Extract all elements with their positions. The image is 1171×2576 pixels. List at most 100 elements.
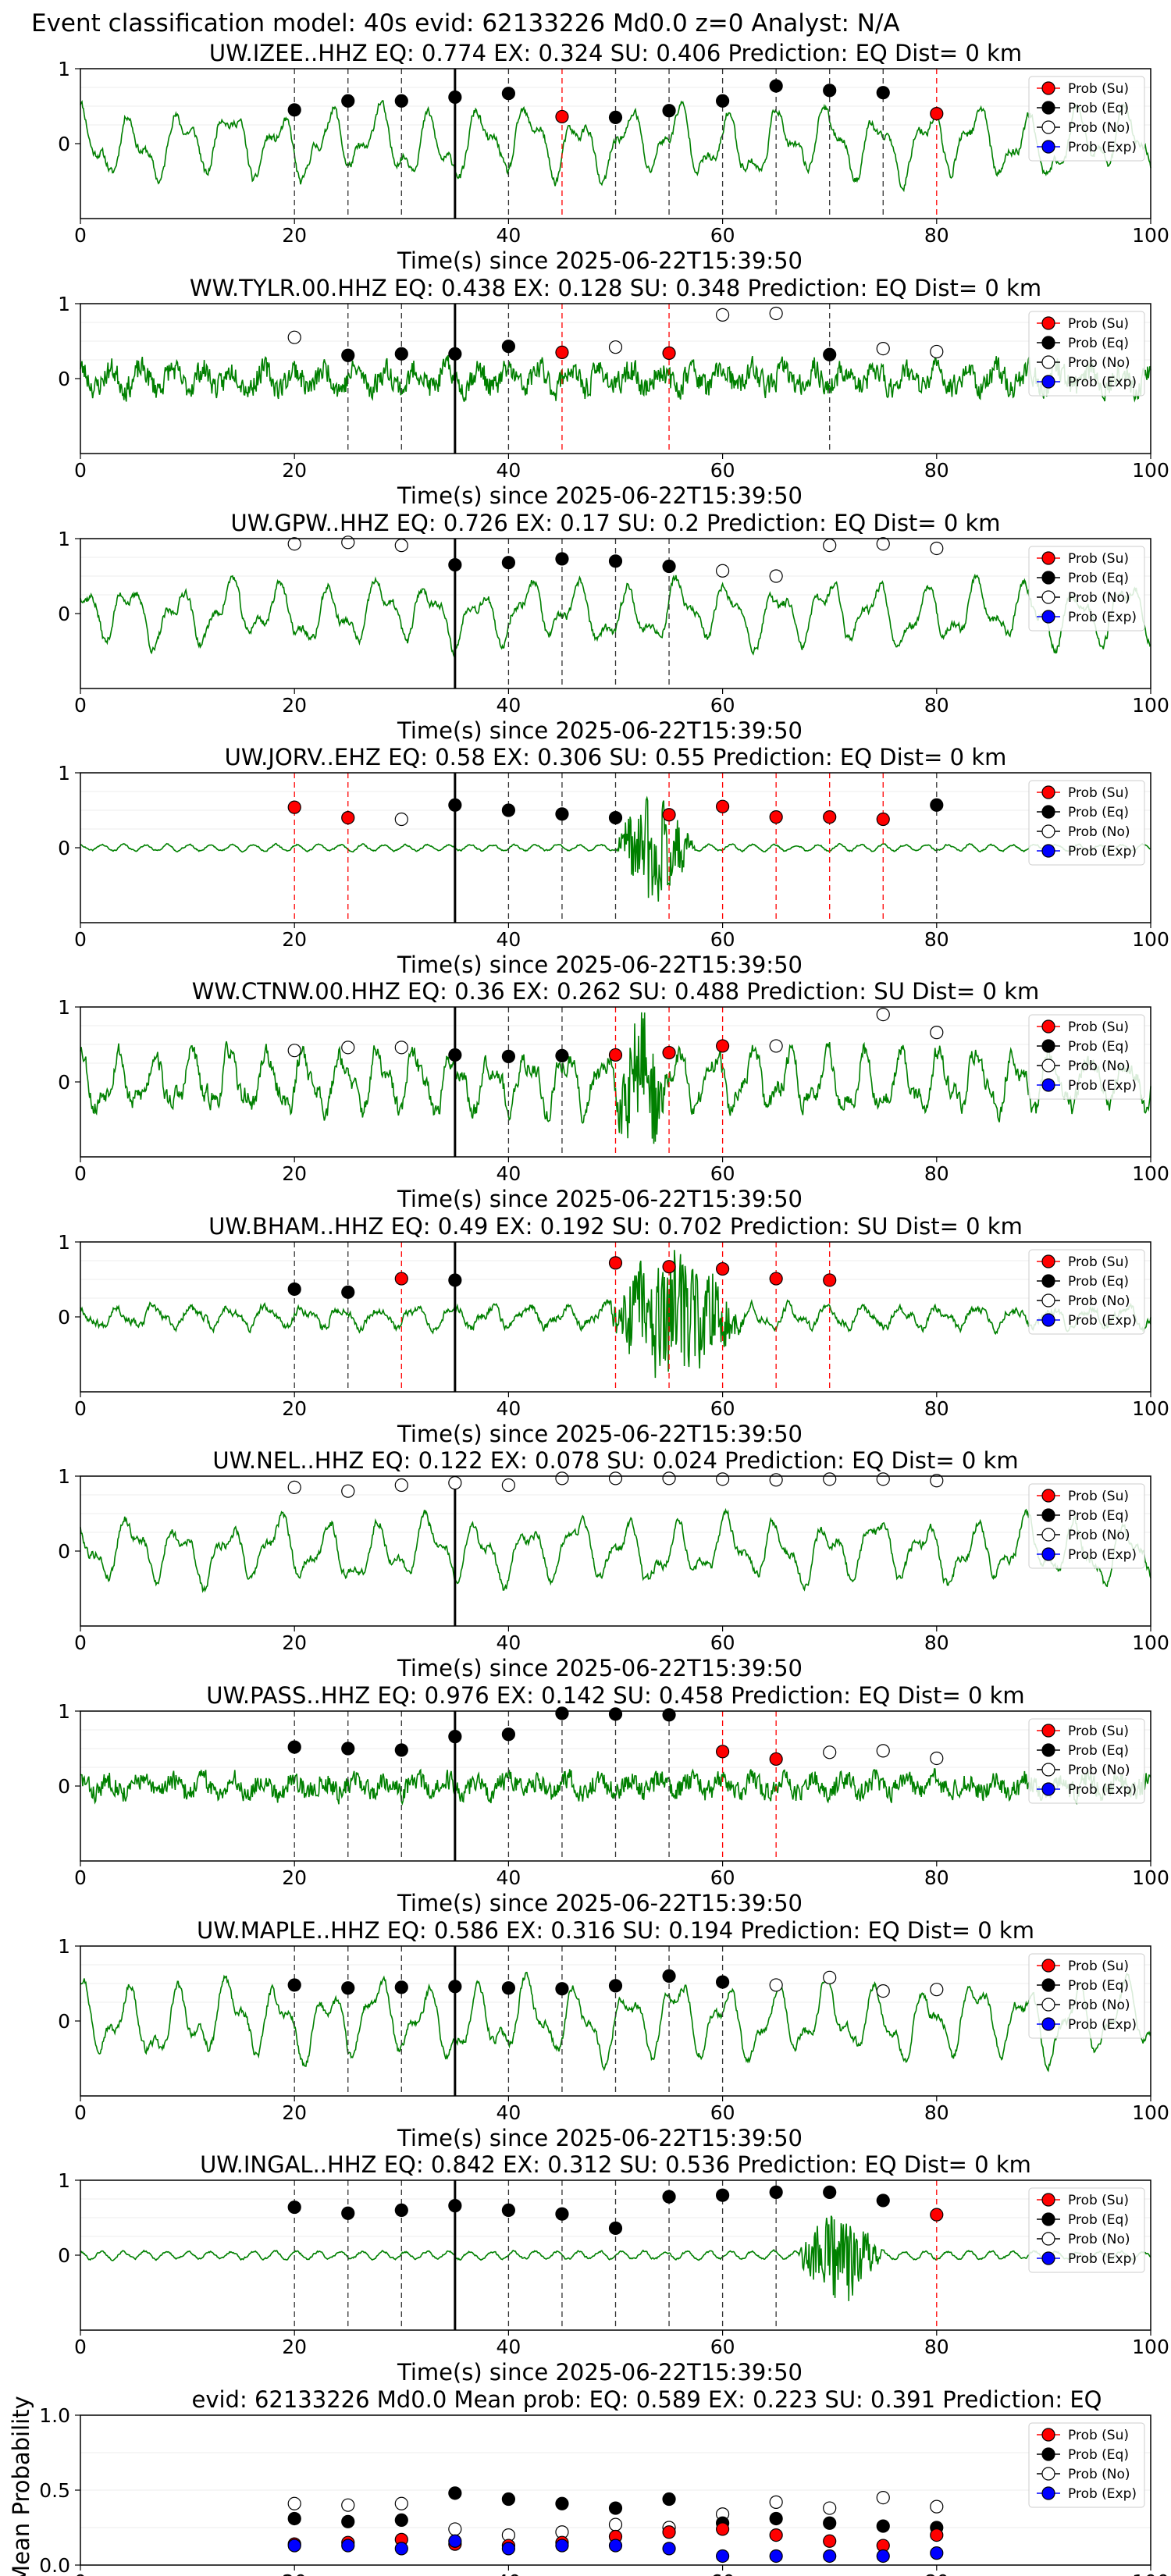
panel-5-legend-marker-exp xyxy=(1041,1078,1055,1092)
panel-mean-point-no-75 xyxy=(876,2491,890,2505)
panel-5-point-no-65 xyxy=(769,1039,783,1053)
panel-2-point-eq-70 xyxy=(823,347,837,361)
panel-9-legend-box xyxy=(1028,1953,1145,2039)
panel-mean-point-no-50 xyxy=(608,2517,623,2532)
panel-8-legend-marker-exp xyxy=(1041,1782,1055,1796)
panel-1-point-eq-65 xyxy=(769,79,783,93)
panel-7-legend-label-no: Prob (No) xyxy=(1068,1528,1130,1543)
panel-4-xtick-label: 40 xyxy=(496,928,521,951)
panel-2-xtick-label: 40 xyxy=(496,459,521,482)
panel-1-legend-label-no: Prob (No) xyxy=(1068,120,1130,136)
panel-mean-point-eq-30 xyxy=(394,2513,408,2527)
panel-1-point-eq-75 xyxy=(876,86,890,100)
panel-2-xtick-label: 80 xyxy=(924,459,949,482)
panel-7-point-no-55 xyxy=(662,1471,676,1485)
panel-2-legend-marker-eq xyxy=(1041,336,1055,350)
panel-8-point-eq-45 xyxy=(555,1706,569,1720)
panel-5-xtick-label: 40 xyxy=(496,1162,521,1185)
panel-4-legend-label-su: Prob (Su) xyxy=(1068,785,1129,801)
panel-3-point-no-30 xyxy=(394,539,408,553)
panel-mean-legend-marker-eq xyxy=(1041,2447,1055,2461)
panel-10-legend-box xyxy=(1028,2187,1145,2273)
panel-8-legend-marker-eq xyxy=(1041,1743,1055,1757)
panel-2-point-no-65 xyxy=(769,306,783,321)
panel-7-legend-marker-no xyxy=(1041,1528,1055,1542)
panel-2-point-eq-25 xyxy=(341,348,355,362)
panel-mean-legend-marker-su xyxy=(1041,2428,1055,2442)
panel-5-legend-marker-eq xyxy=(1041,1039,1055,1053)
panel-1-point-eq-35 xyxy=(448,90,462,105)
panel-5-legend-label-exp: Prob (Exp) xyxy=(1068,1078,1137,1094)
panel-6-point-su-30 xyxy=(394,1272,408,1286)
panel-mean-xtick-label: 100 xyxy=(1132,2571,1169,2576)
panel-8-xtick-label: 0 xyxy=(74,1866,87,1889)
panel-mean-point-exp-75 xyxy=(876,2549,890,2564)
panel-9-legend-marker-no xyxy=(1041,1998,1055,2012)
panel-5-point-no-25 xyxy=(341,1041,355,1055)
panel-9-xtick-label: 40 xyxy=(496,2101,521,2124)
panel-10-title: UW.INGAL..HHZ EQ: 0.842 EX: 0.312 SU: 0.… xyxy=(200,2151,1031,2178)
panel-mean-point-exp-60 xyxy=(715,2549,730,2564)
panel-7-point-no-30 xyxy=(394,1478,408,1493)
panel-3-xtick-label: 80 xyxy=(924,694,949,717)
panel-mean-legend-label-su: Prob (Su) xyxy=(1068,2428,1129,2443)
panel-7-point-no-70 xyxy=(823,1472,837,1486)
panel-9-point-eq-60 xyxy=(715,1975,730,1989)
panel-6-legend-marker-eq xyxy=(1041,1274,1055,1288)
panel-mean-point-exp-70 xyxy=(823,2549,837,2564)
panel-mean-title: evid: 62133226 Md0.0 Mean prob: EQ: 0.58… xyxy=(192,2386,1102,2413)
panel-7-point-no-75 xyxy=(876,1472,890,1486)
panel-1-point-eq-25 xyxy=(341,94,355,108)
panel-4-point-su-55 xyxy=(662,808,676,822)
panel-4-title: UW.JORV..EHZ EQ: 0.58 EX: 0.306 SU: 0.55… xyxy=(225,744,1007,770)
panel-4-point-eq-50 xyxy=(608,810,623,825)
panel-10-xtick-label: 0 xyxy=(74,2336,87,2358)
panel-mean-point-eq-25 xyxy=(341,2514,355,2528)
panel-4-point-no-30 xyxy=(394,812,408,827)
panel-6-xtick-label: 40 xyxy=(496,1397,521,1420)
panel-3-legend-label-eq: Prob (Eq) xyxy=(1068,571,1129,586)
panel-1-xtick-label: 40 xyxy=(496,224,521,247)
panel-3-legend-label-exp: Prob (Exp) xyxy=(1068,610,1137,625)
panel-9-point-eq-50 xyxy=(608,1979,623,1993)
panel-1-legend-label-eq: Prob (Eq) xyxy=(1068,101,1129,116)
panel-7-point-no-25 xyxy=(341,1484,355,1498)
panel-mean-point-su-70 xyxy=(823,2534,837,2548)
panel-5-xlabel: Time(s) since 2025-06-22T15:39:50 xyxy=(397,1186,803,1212)
panel-mean-point-exp-40 xyxy=(501,2542,516,2556)
panel-9-point-eq-35 xyxy=(448,1980,462,1994)
panel-2-title: WW.TYLR.00.HHZ EQ: 0.438 EX: 0.128 SU: 0… xyxy=(190,275,1041,301)
panel-2-point-eq-40 xyxy=(501,340,516,354)
panel-2-legend-label-su: Prob (Su) xyxy=(1068,316,1129,332)
panel-4-xtick-label: 20 xyxy=(282,928,307,951)
panel-2-legend-label-eq: Prob (Eq) xyxy=(1068,336,1129,351)
panel-8-point-eq-55 xyxy=(662,1708,676,1722)
panel-6-legend-label-exp: Prob (Exp) xyxy=(1068,1313,1137,1329)
panel-9-xtick-label: 20 xyxy=(282,2101,307,2124)
panel-10-xtick-label: 40 xyxy=(496,2336,521,2358)
panel-6-legend-label-no: Prob (No) xyxy=(1068,1293,1130,1309)
panel-4-point-su-20 xyxy=(287,800,301,814)
panel-6-point-su-55 xyxy=(662,1260,676,1274)
panel-mean: evid: 62133226 Md0.0 Mean prob: EQ: 0.58… xyxy=(8,2386,1169,2576)
panel-mean-ytick-label: 0.0 xyxy=(39,2554,70,2576)
panel-mean-xtick-label: 0 xyxy=(74,2571,87,2576)
panel-9-ytick-label: 0 xyxy=(58,2010,70,2033)
panel-1-legend-marker-su xyxy=(1041,81,1055,95)
panel-4-xtick-label: 0 xyxy=(74,928,87,951)
panel-2-legend-marker-exp xyxy=(1041,375,1055,389)
panel-1-point-eq-20 xyxy=(287,103,301,117)
panel-9-legend-label-exp: Prob (Exp) xyxy=(1068,2017,1137,2033)
panel-5-point-no-20 xyxy=(287,1044,301,1058)
panel-mean-point-exp-80 xyxy=(930,2546,944,2560)
panel-8-point-no-75 xyxy=(876,1744,890,1758)
panel-3-legend-marker-eq xyxy=(1041,571,1055,585)
panel-8-legend-label-su: Prob (Su) xyxy=(1068,1724,1129,1739)
panel-5-legend-box xyxy=(1028,1014,1145,1100)
panel-1-title: UW.IZEE..HHZ EQ: 0.774 EX: 0.324 SU: 0.4… xyxy=(209,40,1022,66)
panel-7: UW.NEL..HHZ EQ: 0.122 EX: 0.078 SU: 0.02… xyxy=(58,1447,1169,1681)
panel-10-ytick-label: 0 xyxy=(58,2244,70,2267)
panel-4-legend-marker-eq xyxy=(1041,805,1055,819)
panel-9-title: UW.MAPLE..HHZ EQ: 0.586 EX: 0.316 SU: 0.… xyxy=(197,1917,1034,1944)
